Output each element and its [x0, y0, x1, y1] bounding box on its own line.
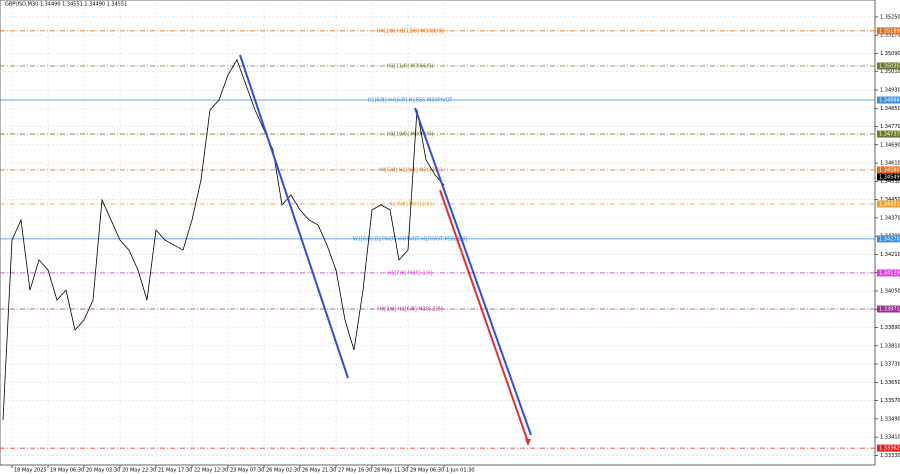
- level-price: 1.33971: [879, 307, 900, 313]
- y-tick-label: 1.35090: [880, 51, 900, 57]
- y-tick-label: 1.33650: [880, 380, 900, 386]
- level-price-box: [877, 27, 900, 35]
- y-tick-label: 1.34370: [880, 215, 900, 221]
- level-price: 1.34737: [879, 132, 900, 138]
- last-price: 1.34549: [879, 175, 900, 181]
- trend-line: [414, 107, 532, 436]
- level-label: H1[11/8] M30[6/8]: [387, 64, 433, 70]
- x-tick-label: 20 May 03:30: [86, 468, 120, 474]
- trend-line: [239, 54, 349, 379]
- axis: 1.35250 1.35170 1.35090 1.35010 1.34930 1.348…: [11, 14, 900, 474]
- level-price: 1.35035: [879, 64, 900, 70]
- x-tick-label: 22 May 12:30: [194, 468, 228, 474]
- y-tick-label: 1.34610: [880, 161, 900, 167]
- price-line: [2, 58, 445, 421]
- level-price: 1.35189: [879, 28, 900, 34]
- y-tick-label: 1.33330: [880, 453, 900, 459]
- level-price-box: [877, 166, 900, 174]
- level-price-box: [877, 130, 900, 138]
- y-tick-label: 1.33570: [880, 398, 900, 404]
- level-price: 1.34431: [879, 201, 900, 207]
- x-tick-label: 26 May 02:30: [266, 468, 300, 474]
- x-tick-label: 18 May 2025: [14, 468, 47, 474]
- level-label: H1[7/8] M30[-1/8]: [388, 270, 433, 276]
- y-tick-label: 1.34850: [880, 106, 900, 112]
- y-tick-label: 1.34530: [880, 179, 900, 185]
- x-tick-label: 27 May 16:30: [338, 468, 372, 474]
- level-price-box: [877, 200, 900, 208]
- y-tick-label: 1.34690: [880, 142, 900, 148]
- x-tick-label: 20 May 22:30: [122, 468, 156, 474]
- level-label: H4[3/8] H1[6/8] M30[-2/8]: [377, 307, 442, 313]
- level-price: 1.34886: [879, 98, 900, 104]
- y-tick-label: 1.33730: [880, 362, 900, 368]
- x-tick-label: 19 May 06:30: [50, 468, 84, 474]
- x-tick-label: 26 May 21:30: [302, 468, 336, 474]
- level-label: D1[6/8] H4[6/8] H1RES M30PIVOT: [368, 98, 454, 104]
- x-tick-label: 28 May 11:30: [374, 468, 408, 474]
- y-tick-label: 1.33890: [880, 325, 900, 331]
- level-price: 1.34580: [879, 167, 900, 173]
- x-tick-label: 23 May 07:30: [230, 468, 264, 474]
- level-label: H1[8/8] M30[2/8]: [388, 201, 431, 207]
- y-tick-label: 1.34450: [880, 197, 900, 203]
- x-tick-label: 29 May 06:30: [410, 468, 444, 474]
- y-tick-label: 1.34770: [880, 124, 900, 130]
- trend-arrow: [439, 189, 529, 443]
- x-tick-label: 1 Jun 01:30: [446, 468, 475, 474]
- level-price: 1.34129: [879, 270, 900, 276]
- level-price-box: [877, 235, 900, 243]
- level-price: 1.34278: [879, 236, 900, 242]
- chart-title: GBPUSD,M30 1.34490 1.34551 1.34490 1.345…: [5, 2, 127, 8]
- last-price-box: [877, 173, 900, 181]
- y-tick-label: 1.35170: [880, 33, 900, 39]
- grid: [0, 0, 875, 465]
- level-label: H4[5/8] H1[9/8] M30[3/8]: [378, 167, 442, 173]
- y-tick-label: 1.34210: [880, 252, 900, 258]
- plot-frame: [0, 0, 876, 466]
- y-tick-label: 1.33810: [880, 343, 900, 349]
- level-label: W1[6/8] D1PIVOT H4PIVOT H1PIVOT M30[1/8]: [353, 236, 467, 242]
- y-tick-label: 1.33490: [880, 416, 900, 422]
- price: [2, 58, 445, 421]
- level-price: 1.33362: [879, 446, 900, 452]
- y-tick-label: 1.34930: [880, 87, 900, 93]
- x-tick-label: 21 May 17:30: [158, 468, 192, 474]
- level-price-box: [877, 444, 900, 452]
- level-price-box: [877, 96, 900, 104]
- arrow-head: [525, 439, 531, 446]
- y-tick-label: 1.35250: [880, 14, 900, 20]
- level-label: H4[1/8] H1[12/8] M30[8/8]: [377, 28, 444, 34]
- level-price-box: [877, 305, 900, 313]
- y-tick-label: 1.35010: [880, 69, 900, 75]
- level-label: H1[10/8] M30[4/8]: [387, 132, 433, 138]
- level-price-box: [877, 62, 900, 70]
- y-tick-label: 1.34050: [880, 288, 900, 294]
- y-tick-label: 1.33410: [880, 435, 900, 441]
- level-price-box: [877, 269, 900, 277]
